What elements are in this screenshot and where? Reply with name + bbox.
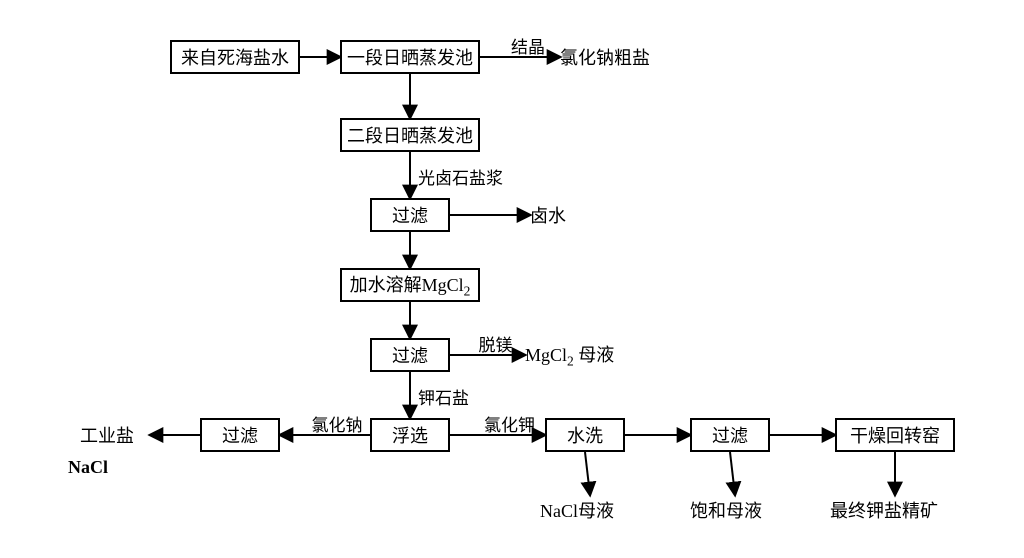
node-n_satml: 饱和母液 <box>690 495 780 525</box>
node-n_filter4: 过滤 <box>690 418 770 452</box>
node-label: NaCl <box>68 457 108 478</box>
edges-layer <box>0 0 1024 558</box>
flowchart-canvas: 来自死海盐水一段日晒蒸发池氯化钠粗盐二段日晒蒸发池过滤卤水加水溶解MgCl2过滤… <box>0 0 1024 558</box>
node-label: 浮选 <box>392 422 428 448</box>
node-n_final: 最终钾盐精矿 <box>830 495 960 525</box>
edge-label: 钾石盐 <box>418 384 469 409</box>
node-label: 水洗 <box>567 422 603 448</box>
node-label: 饱和母液 <box>690 497 762 523</box>
node-label: 过滤 <box>392 342 428 368</box>
node-label: 过滤 <box>392 202 428 228</box>
node-label: 工业盐 <box>80 422 134 448</box>
node-label: 最终钾盐精矿 <box>830 497 938 523</box>
edge-label: 氯化钠 <box>312 411 363 436</box>
node-n_evap2: 二段日晒蒸发池 <box>340 118 480 152</box>
edge-label: 结晶 <box>511 33 545 58</box>
node-label: 二段日晒蒸发池 <box>347 122 473 148</box>
node-label: 加水溶解MgCl2 <box>350 271 471 300</box>
node-label: 卤水 <box>530 202 566 228</box>
node-n_kiln: 干燥回转窑 <box>835 418 955 452</box>
node-n_filter3: 过滤 <box>200 418 280 452</box>
node-n_crude: 氯化钠粗盐 <box>560 40 680 74</box>
node-n_evap1: 一段日晒蒸发池 <box>340 40 480 74</box>
node-label: MgCl2 母液 <box>525 341 614 370</box>
node-n_mgliquor: MgCl2 母液 <box>525 338 635 372</box>
node-label: 过滤 <box>712 422 748 448</box>
node-label: 氯化钠粗盐 <box>560 44 650 70</box>
node-label: NaCl母液 <box>540 497 614 523</box>
node-label: 来自死海盐水 <box>181 44 289 70</box>
edge-label: 脱镁 <box>479 331 513 356</box>
node-n_naclml: NaCl母液 <box>540 495 640 525</box>
node-label: 一段日晒蒸发池 <box>347 44 473 70</box>
edge-line <box>730 452 735 495</box>
node-n_filter1: 过滤 <box>370 198 450 232</box>
edge-label: 光卤石盐浆 <box>418 164 503 189</box>
node-n_dissolve: 加水溶解MgCl2 <box>340 268 480 302</box>
node-n_source: 来自死海盐水 <box>170 40 300 74</box>
node-n_flot: 浮选 <box>370 418 450 452</box>
node-n_indsalt: 工业盐 <box>80 418 150 452</box>
node-n_brine: 卤水 <box>530 198 590 232</box>
edge-label: 氯化钾 <box>484 411 535 436</box>
edge-line <box>585 452 590 495</box>
node-n_wash: 水洗 <box>545 418 625 452</box>
node-n_filter2: 过滤 <box>370 338 450 372</box>
node-label: 干燥回转窑 <box>850 422 940 448</box>
node-n_nacl: NaCl <box>68 452 138 482</box>
node-label: 过滤 <box>222 422 258 448</box>
